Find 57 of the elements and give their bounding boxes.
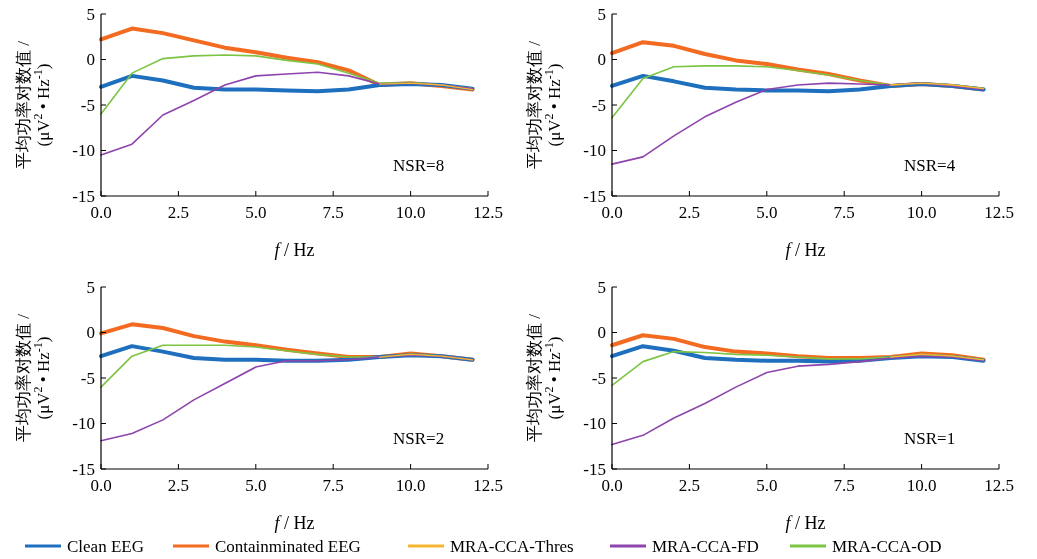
x-tick-label: 7.5 xyxy=(322,203,344,222)
x-tick-label: 7.5 xyxy=(833,203,855,222)
annotation: NSR=1 xyxy=(904,429,956,448)
x-tick-label: 5.0 xyxy=(245,203,267,222)
annotation: NSR=8 xyxy=(393,156,445,175)
x-tick-label: 12.5 xyxy=(473,476,503,495)
x-tick-label: 10.0 xyxy=(906,476,937,495)
x-tick-label: 2.5 xyxy=(678,476,701,495)
x-tick-label: 2.5 xyxy=(167,203,190,222)
legend-label: Containminated EEG xyxy=(215,536,361,556)
x-tick-label: 12.5 xyxy=(984,476,1014,495)
y-tick-label: 0 xyxy=(86,50,95,70)
x-axis-title: f / Hz xyxy=(274,513,315,533)
x-tick-label: 12.5 xyxy=(984,203,1014,222)
annotation: NSR=2 xyxy=(393,429,445,448)
y-tick-label: -5 xyxy=(80,368,95,388)
x-tick-label: 0.0 xyxy=(90,476,112,495)
legend-label: MRA-CCA-Thres xyxy=(450,536,574,556)
y-tick-label: -15 xyxy=(72,186,95,206)
legend-label: MRA-CCA-OD xyxy=(832,536,942,556)
y-tick-label: 5 xyxy=(597,4,606,24)
y-tick-label: 0 xyxy=(597,50,606,70)
y-tick-label: 5 xyxy=(86,4,95,24)
x-tick-label: 2.5 xyxy=(678,203,701,222)
x-tick-label: 7.5 xyxy=(322,476,344,495)
x-tick-label: 0.0 xyxy=(601,476,623,495)
y-tick-label: -5 xyxy=(80,95,95,115)
legend-label: MRA-CCA-FD xyxy=(652,536,759,556)
x-tick-label: 5.0 xyxy=(245,476,267,495)
y-tick-label: -10 xyxy=(72,141,95,161)
x-axis-title: f / Hz xyxy=(785,240,826,260)
y-tick-label: -10 xyxy=(72,414,95,434)
x-tick-label: 7.5 xyxy=(833,476,855,495)
y-tick-label: -5 xyxy=(591,95,606,115)
y-tick-label: 5 xyxy=(597,277,606,297)
x-tick-label: 10.0 xyxy=(906,203,937,222)
x-tick-label: 10.0 xyxy=(395,203,426,222)
annotation: NSR=4 xyxy=(904,156,956,175)
x-tick-label: 5.0 xyxy=(756,476,778,495)
y-tick-label: -5 xyxy=(591,368,606,388)
y-tick-label: -10 xyxy=(583,141,606,161)
x-tick-label: 12.5 xyxy=(473,203,503,222)
x-tick-label: 0.0 xyxy=(601,203,623,222)
y-tick-label: -15 xyxy=(72,459,95,479)
y-tick-label: 0 xyxy=(86,323,95,343)
x-tick-label: 2.5 xyxy=(167,476,190,495)
x-axis-title: f / Hz xyxy=(274,240,315,260)
y-tick-label: 0 xyxy=(597,323,606,343)
y-tick-label: -15 xyxy=(583,459,606,479)
y-tick-label: 5 xyxy=(86,277,95,297)
legend-label: Clean EEG xyxy=(67,536,144,556)
y-tick-label: -15 xyxy=(583,186,606,206)
y-tick-label: -10 xyxy=(583,414,606,434)
x-tick-label: 0.0 xyxy=(90,203,112,222)
x-axis-title: f / Hz xyxy=(785,513,826,533)
x-tick-label: 5.0 xyxy=(756,203,778,222)
x-tick-label: 10.0 xyxy=(395,476,426,495)
